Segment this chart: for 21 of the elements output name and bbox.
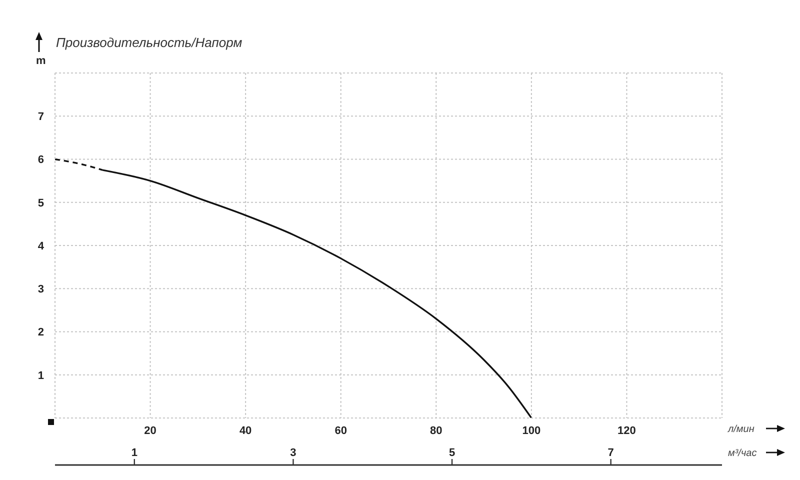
- x-tick-label: 100: [522, 424, 541, 437]
- x-tick-label: 20: [144, 424, 156, 437]
- x2-tick-label: 7: [608, 447, 614, 459]
- x-axis-title: л/мин: [727, 424, 755, 435]
- y-tick-label: 3: [38, 284, 44, 296]
- x2-tick-label: 5: [448, 447, 456, 459]
- x2-axis-title: м³/час: [728, 448, 757, 459]
- y-tick-label: 7: [38, 111, 44, 124]
- y-tick-label: 4: [38, 240, 45, 252]
- x-tick-label: 80: [430, 424, 442, 437]
- y-axis-title: m: [36, 55, 46, 67]
- chart-title: Производительность/Напорм: [56, 35, 242, 50]
- x-tick-label: 40: [239, 424, 252, 437]
- y-tick-label: 2: [38, 326, 44, 339]
- x2-tick-label: 3: [290, 447, 296, 459]
- y-tick-label: 1: [38, 370, 44, 382]
- y-tick-label: 6: [38, 154, 44, 166]
- x2-tick-label: 1: [131, 447, 138, 459]
- y-tick-label: 5: [38, 197, 44, 210]
- x-tick-label: 120: [618, 424, 636, 437]
- x-tick-label: 60: [334, 424, 347, 437]
